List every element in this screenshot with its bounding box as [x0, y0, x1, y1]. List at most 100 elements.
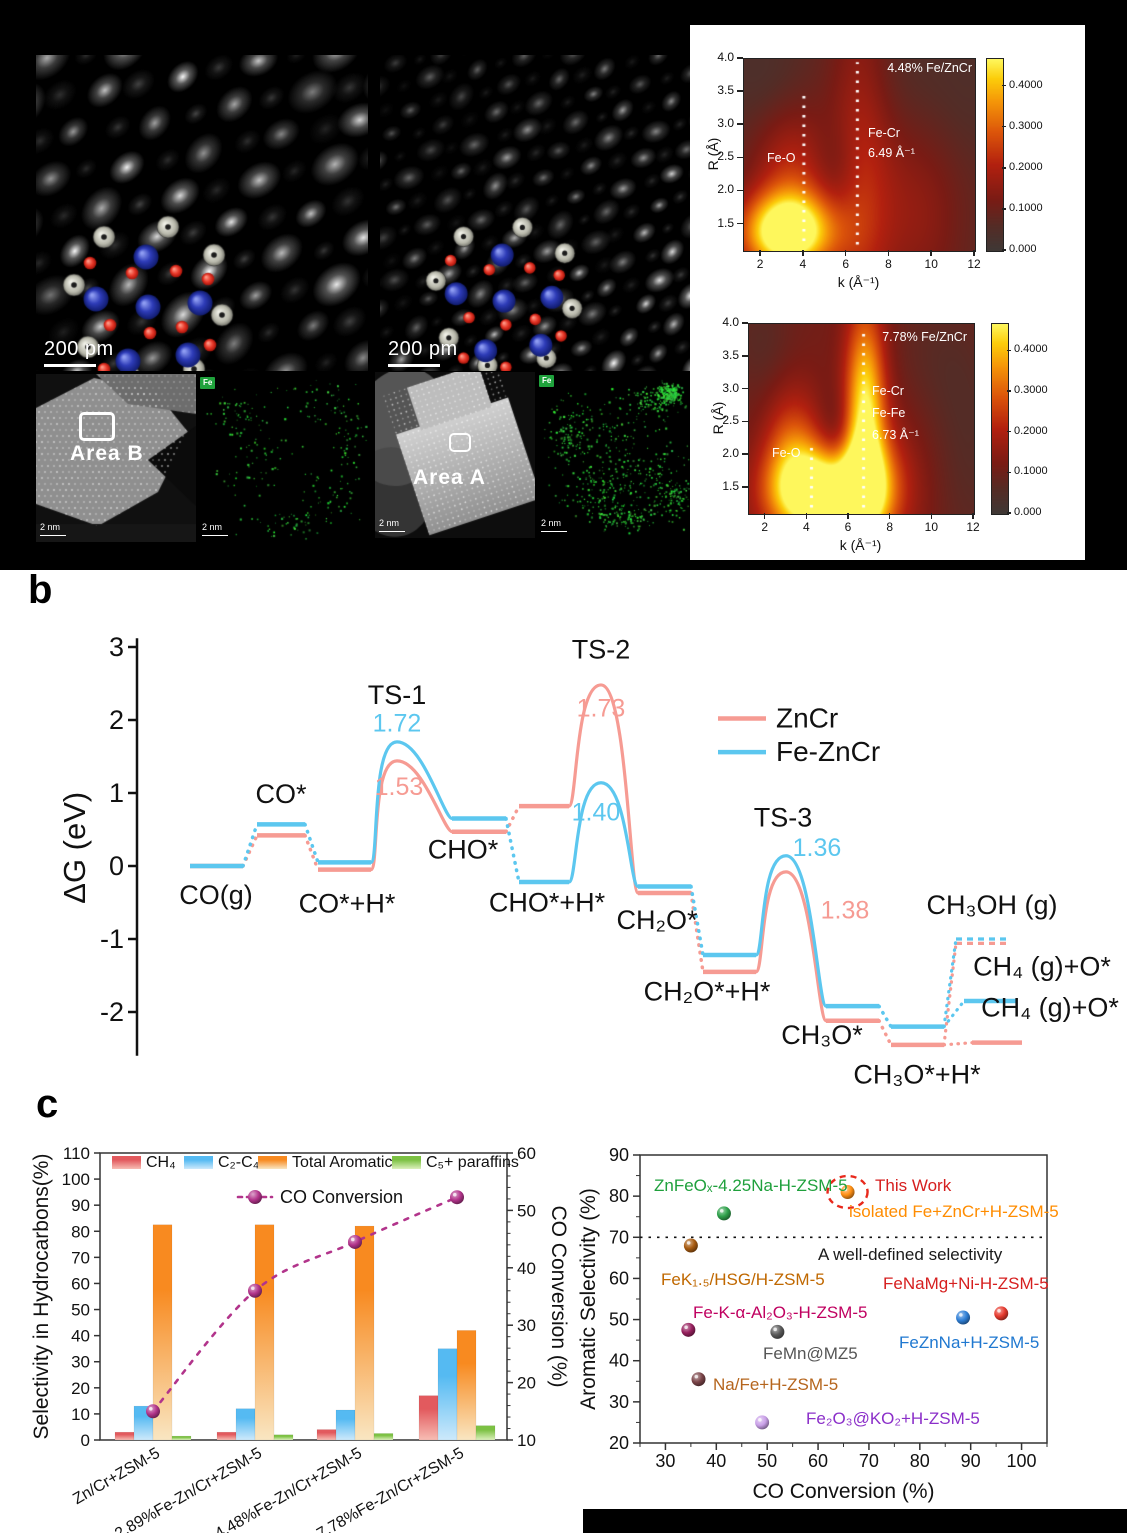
energy-dotted-link-pink	[504, 804, 521, 834]
energy-dotted-link-blue	[877, 1004, 893, 1029]
scatter-point	[681, 1322, 696, 1337]
energy-annotation: CO*	[255, 779, 307, 809]
energy-dotted-link-blue	[303, 822, 320, 865]
energy-annotation: TS-1	[368, 680, 427, 710]
legend-label: C₂-C₄	[218, 1154, 259, 1171]
y-tick-label: 3	[109, 632, 124, 662]
left-tick-label: 90	[71, 1196, 90, 1215]
y-tick-label: 1.5	[717, 215, 734, 230]
x-tick	[805, 513, 808, 519]
x-tick-label: 50	[757, 1451, 777, 1471]
y-axis-title: Aromatic Selectivity (%)	[577, 1188, 600, 1410]
left-tick-label: 40	[71, 1327, 90, 1346]
y-tick-label: 40	[609, 1351, 629, 1371]
left-axis-title: Selectivity in Hydrocarbons(%)	[30, 1154, 53, 1440]
energy-annotation: CH₃O*+H*	[853, 1060, 981, 1090]
y-tick-label: 2.5	[722, 413, 739, 428]
x-tick	[930, 513, 933, 519]
x-axis-title: k (Å⁻¹)	[839, 537, 882, 553]
stem-image-2-canvas	[380, 55, 690, 371]
right-tick-label: 20	[517, 1374, 536, 1393]
left-tick-label: 80	[71, 1222, 90, 1241]
y-axis-title: R (Å)	[705, 137, 721, 171]
y-tick-label: 0	[109, 851, 124, 881]
scatter-annotation: Fe₂O₃@KO₂+H-ZSM-5	[806, 1409, 980, 1428]
wavelet-heatmap-448	[743, 58, 976, 252]
energy-dotted-link-pink	[689, 891, 705, 974]
energy-annotation: TS-3	[754, 803, 813, 833]
element-badge: Fe	[200, 377, 216, 389]
x-tick-label: 90	[961, 1451, 981, 1471]
scalebar-label: 200 pm	[388, 338, 458, 360]
legend-label: Total Aromatics	[292, 1154, 400, 1171]
point-highlight	[694, 1374, 699, 1379]
colorbar-tick	[1002, 84, 1006, 87]
stem-image-1: 200 pm	[36, 55, 368, 371]
panel-c-label: c	[36, 1082, 59, 1126]
scatter-point	[956, 1310, 971, 1325]
this-work-ring	[826, 1174, 869, 1210]
wavelet-heatmap-778	[748, 323, 975, 515]
y-axis-title: R (Å)	[710, 401, 726, 435]
energy-final-link-pink	[942, 1041, 974, 1047]
bar-C₅+ paraffins	[373, 1433, 394, 1441]
scalebar-line	[388, 364, 440, 367]
x-tick	[802, 250, 804, 256]
left-tick-label: 70	[71, 1248, 90, 1267]
colorbar-tick-label: 0.000	[1009, 243, 1037, 255]
scatter-annotation: A well-defined selectivity	[818, 1245, 1003, 1264]
scatter-annotation: FeZnNa+H-ZSM-5	[899, 1333, 1039, 1352]
y-tick-label: 20	[609, 1433, 629, 1453]
scatter-annotation: This Work	[875, 1176, 952, 1195]
colorbar-tick	[1002, 125, 1006, 128]
heatmap-778-fe-fe-annotation: Fe-Fe	[872, 406, 906, 420]
energy-dotted-link-pink	[241, 833, 259, 868]
y-tick	[737, 222, 743, 225]
left-tick-label: 110	[63, 1144, 90, 1163]
stem-closeup-area-a: Area A 2 nm	[375, 372, 535, 538]
y-tick-label: 70	[609, 1227, 629, 1247]
bar-CH₄	[418, 1395, 439, 1441]
right-tick-label: 60	[517, 1144, 536, 1163]
y-tick-label: 3.5	[722, 347, 739, 362]
fe-map-a-canvas	[537, 372, 694, 538]
y-tick-label: 3.0	[717, 116, 734, 131]
point-highlight	[686, 1241, 691, 1245]
area-a-selection-rect	[449, 433, 471, 452]
y-tick-label: 2	[109, 705, 124, 735]
x-category-label: Zn/Cr+ZSM-5	[70, 1445, 163, 1508]
legend-label-co: CO Conversion	[280, 1187, 403, 1207]
y-tick-label: 50	[609, 1310, 629, 1330]
heatmap-778-k-annotation: 6.73 Å⁻¹	[872, 428, 919, 442]
scatter-point	[716, 1206, 731, 1221]
bar-C₅+ paraffins	[273, 1434, 294, 1441]
y-tick-label: 2.0	[717, 182, 734, 197]
colorbar-tick-label: 0.1000	[1009, 201, 1043, 214]
y-tick-label: 4.0	[722, 315, 739, 329]
bar-CH₄	[316, 1429, 337, 1441]
colorbar-tick-label: 0.2000	[1009, 160, 1043, 173]
area-b-selection-rect	[79, 412, 115, 441]
y-tick	[742, 322, 748, 324]
left-tick-label: 10	[71, 1405, 90, 1424]
bar-C₅+ paraffins	[171, 1435, 192, 1441]
co-conversion-marker	[146, 1404, 160, 1419]
legend-label-zncr: ZnCr	[776, 703, 838, 734]
y-axis-title: ΔG (eV)	[57, 792, 92, 904]
colorbar-tick-label: 0.4000	[1009, 78, 1043, 91]
plot-frame	[639, 1154, 1048, 1444]
stem-image-2: 200 pm	[380, 55, 690, 371]
marker-highlight	[251, 1286, 255, 1291]
energy-annotation: CH₃OH (g)	[927, 890, 1058, 920]
bottom-black-strip	[583, 1509, 1127, 1533]
bar-C₂-C₄	[235, 1408, 256, 1441]
x-tick	[763, 513, 766, 519]
bar-Total Aromatics	[456, 1330, 477, 1441]
energy-annotation: 1.53	[375, 773, 424, 801]
scatter-point	[691, 1372, 706, 1387]
fe-eds-map-a: Fe 2 nm	[537, 372, 694, 538]
x-tick-label: 2	[756, 257, 764, 271]
x-tick-label: 2	[761, 520, 768, 534]
energy-annotation: 1.38	[821, 897, 870, 925]
